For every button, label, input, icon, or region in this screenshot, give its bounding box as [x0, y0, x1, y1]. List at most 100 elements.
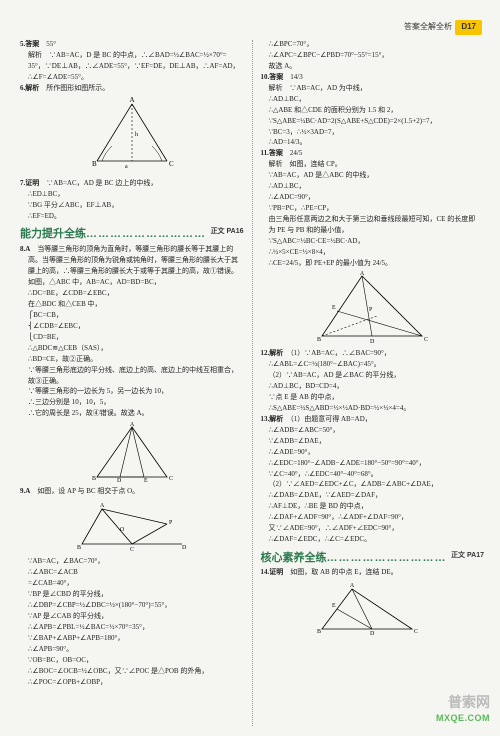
q8-line: ⎩CD=BE，	[20, 333, 244, 342]
svg-text:A: A	[129, 96, 134, 104]
svg-text:D: D	[370, 631, 375, 636]
q10-line: ∵BC=3，∴½×3AD=7，	[261, 128, 485, 137]
q8-line: ∴它的周长是 25，故④错误。故选 A。	[20, 409, 244, 418]
q8-line: ⎧BC=CB，	[20, 311, 244, 320]
q11-line: ∴∠ADC=90°，	[261, 193, 485, 202]
q6-head: 6.解析 所作图形如图所示。	[20, 84, 244, 93]
section-core: 核心素养全练…………………………正文 PA17	[261, 551, 485, 566]
svg-text:B: B	[317, 629, 321, 635]
svg-text:E: E	[144, 478, 148, 484]
svg-text:C: C	[414, 629, 418, 635]
figure-14: A B C D E	[312, 581, 432, 636]
q10-head: 10.答案 14/3	[261, 73, 485, 82]
q13-line: （2）∵∠AED=∠EDC+∠C，∠ADB=∠ABC+∠DAE，	[261, 480, 485, 489]
watermark: 普索网 MXQE.COM	[436, 693, 490, 724]
svg-text:C: C	[130, 547, 134, 553]
q5-line: ∴∠F=∠ADE=55°。	[20, 73, 244, 82]
q8-line: 在△BDC 和△CEB 中，	[20, 300, 244, 309]
q11-line: ∴AD⊥BC，	[261, 182, 485, 191]
q11-line: 为 PE 与 PB 和的最小值，	[261, 226, 485, 235]
q9-line: =∠CAB=40°，	[20, 579, 244, 588]
q9-line: ∴∠APB=∠PBL=½∠BAC=½×70°=35°，	[20, 623, 244, 632]
q5-line: 35°，∵DE⊥AB，∴∠ADE=55°，∵EF=DE，DE⊥AB，∴AF=AD…	[20, 62, 244, 71]
svg-text:D: D	[370, 339, 375, 345]
left-column: 5.答案 55° 解析 ∵AB=AC，D 是 BC 的中点，∴∠BAD=½∠BA…	[20, 40, 244, 726]
q7-head: 7.证明 ∵AB=AC，AD 是 BC 边上的中线，	[20, 179, 244, 188]
q13-line: ∴∠DAB=∠DAE，∵∠AED=∠DAF，	[261, 491, 485, 500]
svg-text:A: A	[360, 271, 365, 277]
q12-line: ∴∠ABL=∠C=½(180°−∠BAC)=45°。	[261, 360, 485, 369]
q8-line: 故③正确。	[20, 377, 244, 386]
q13-line: ∵∠C=40°，∴∠EDC=40°−40°=68°。	[261, 470, 485, 479]
svg-text:A: A	[130, 422, 135, 428]
q8-line: ⎨∠CDB=∠EBC，	[20, 322, 244, 331]
q11-line: ∵AB=AC，AD 是△ABC 的中线，	[261, 171, 485, 180]
q9-line: ∵AP 是∠CAB 的平分线，	[20, 612, 244, 621]
q8-line: 腰上的高，∴等腰三角形的腰长大于或等于其腰上的高，故①错误。	[20, 267, 244, 276]
q10-line: 解析 ∵AB=AC，AD 为中线，	[261, 84, 485, 93]
q8-line: ∴DC=BE，∠CDB=∠EBC，	[20, 289, 244, 298]
q8-line: ∵等腰三角形的一边长为 5，另一边长为 10，	[20, 387, 244, 396]
q11-head: 11.答案 24/5	[261, 149, 485, 158]
figure-8: A B C D E	[82, 422, 182, 484]
svg-text:C: C	[169, 160, 174, 168]
page-tag: D17	[455, 20, 482, 35]
q13-line: ∴∠DAF+∠ADF=90°，∴∠ADF+∠DAF=90°，	[261, 513, 485, 522]
pre-line: ∴∠APC=∠BPC−∠PBD=70°−55°=15°，	[261, 51, 485, 60]
q8-head: 8.A 当等腰三角形的顶角为直角时，等腰三角形的腰长等于其腰上的	[20, 245, 244, 254]
q13-line: ∴AF⊥DE，∴BE 是 BD 的中点，	[261, 502, 485, 511]
q11-line: ∵S△ABC=½BC·CE=½BC·AD，	[261, 237, 485, 246]
svg-text:C: C	[424, 337, 428, 343]
q11-line: 由三角形任意两边之和大于第三边和垂线段最短可知，CE 的长度即	[261, 215, 485, 224]
svg-text:D: D	[117, 478, 122, 484]
pre-line: ∴∠BPC=70°，	[261, 40, 485, 49]
q12-line: （2）∵AB=AC，AD 是∠BAC 的平分线，	[261, 371, 485, 380]
svg-text:B: B	[77, 545, 81, 551]
svg-text:A: A	[350, 583, 355, 589]
q9-line: ∵BP 是∠CBD 的平分线，	[20, 590, 244, 599]
q9-line: ∴∠BOC=∠OCB=½∠OBC，又∵∠POC 是△POB 的外角，	[20, 667, 244, 676]
q9-line: ∴∠DBP=∠CBP=½∠DBC=½×(180°−70°)=55°，	[20, 601, 244, 610]
q11-line: 解析 如图，连结 CP。	[261, 160, 485, 169]
q13-line: 又∵∠ADE=90°，∴∠ADF+∠EDC=90°，	[261, 524, 485, 533]
q8-line: ∴BD=CE，故②正确。	[20, 355, 244, 364]
svg-text:A: A	[100, 503, 105, 509]
q11-line: ∵PB=PC，∴PE=CP，	[261, 204, 485, 213]
q13-line: ∴∠DAF=∠EDC，∴∠C=∠EDC。	[261, 535, 485, 544]
svg-text:E: E	[332, 305, 336, 311]
column-divider	[252, 40, 253, 726]
q13-line: ∵∠ADB=∠DAE，	[261, 437, 485, 446]
q13-line: ∴∠EDC=180°−∠ADB−∠ADE=180°−50°=90°=40°，	[261, 459, 485, 468]
q8-line: 高。当等腰三角形的顶角为锐角或钝角时，等腰三角形的腰长大于其	[20, 256, 244, 265]
q10-line: ∵S△ABE=½BC·AD=2(S△ABE+S△CDE)=2×(1.5+2)=7…	[261, 117, 485, 126]
q10-line: ∴AD⊥BC，	[261, 95, 485, 104]
q13-head: 13.解析 （1）由题意可得 AB=AD，	[261, 415, 485, 424]
q8-line: ∵等腰三角形底边的平分线、底边上的高、底边上的中线互相重合，	[20, 366, 244, 375]
content-columns: 5.答案 55° 解析 ∵AB=AC，D 是 BC 的中点，∴∠BAD=½∠BA…	[0, 0, 500, 736]
svg-text:P: P	[369, 307, 373, 313]
q10-line: ∴△ABE 和△CDE 的面积分别为 1.5 和 2，	[261, 106, 485, 115]
q13-line: ∴∠ADE=90°，	[261, 448, 485, 457]
figure-11: A B C D E P	[307, 271, 437, 346]
svg-text:D: D	[182, 545, 187, 551]
q9-line: ∵AB=AC，∠BAC=70°，	[20, 557, 244, 566]
svg-text:B: B	[317, 337, 321, 343]
svg-text:B: B	[92, 160, 97, 168]
q11-line: ∴CE=24/5，即 PE+EP 的最小值为 24/5。	[261, 259, 485, 268]
svg-text:O: O	[120, 527, 125, 533]
q9-line: ∴∠POC=∠OPB+∠OBP，	[20, 678, 244, 687]
q9-line: ∵OB=BC，OB=OC，	[20, 656, 244, 665]
q8-line: 如图，△ABC 中，AB=AC，AD=BD=BC，	[20, 278, 244, 287]
q9-line: ∴∠APB=90°。	[20, 645, 244, 654]
q12-line: ∵点 E 是 AB 的中点，	[261, 393, 485, 402]
q12-line: ∴AD⊥BC，BD=CD=4，	[261, 382, 485, 391]
q7-line: ∴EF=ED。	[20, 212, 244, 221]
q8-line: ∴三边分别是 10，10，5，	[20, 398, 244, 407]
q12-line: ∴S△ABE=½S△ABD=½×½AD·BD=½×½×4=4。	[261, 404, 485, 413]
section-ability: 能力提升全练…………………………正文 PA16	[20, 227, 244, 242]
svg-text:B: B	[92, 476, 96, 482]
q9-line: ∵∠BAP+∠ABP+∠APB=180°，	[20, 634, 244, 643]
q14-head: 14.证明 如图，取 AB 的中点 E，连结 DE。	[261, 568, 485, 577]
svg-text:h: h	[135, 132, 138, 138]
right-column: ∴∠BPC=70°， ∴∠APC=∠BPC−∠PBD=70°−55°=15°， …	[261, 40, 485, 726]
